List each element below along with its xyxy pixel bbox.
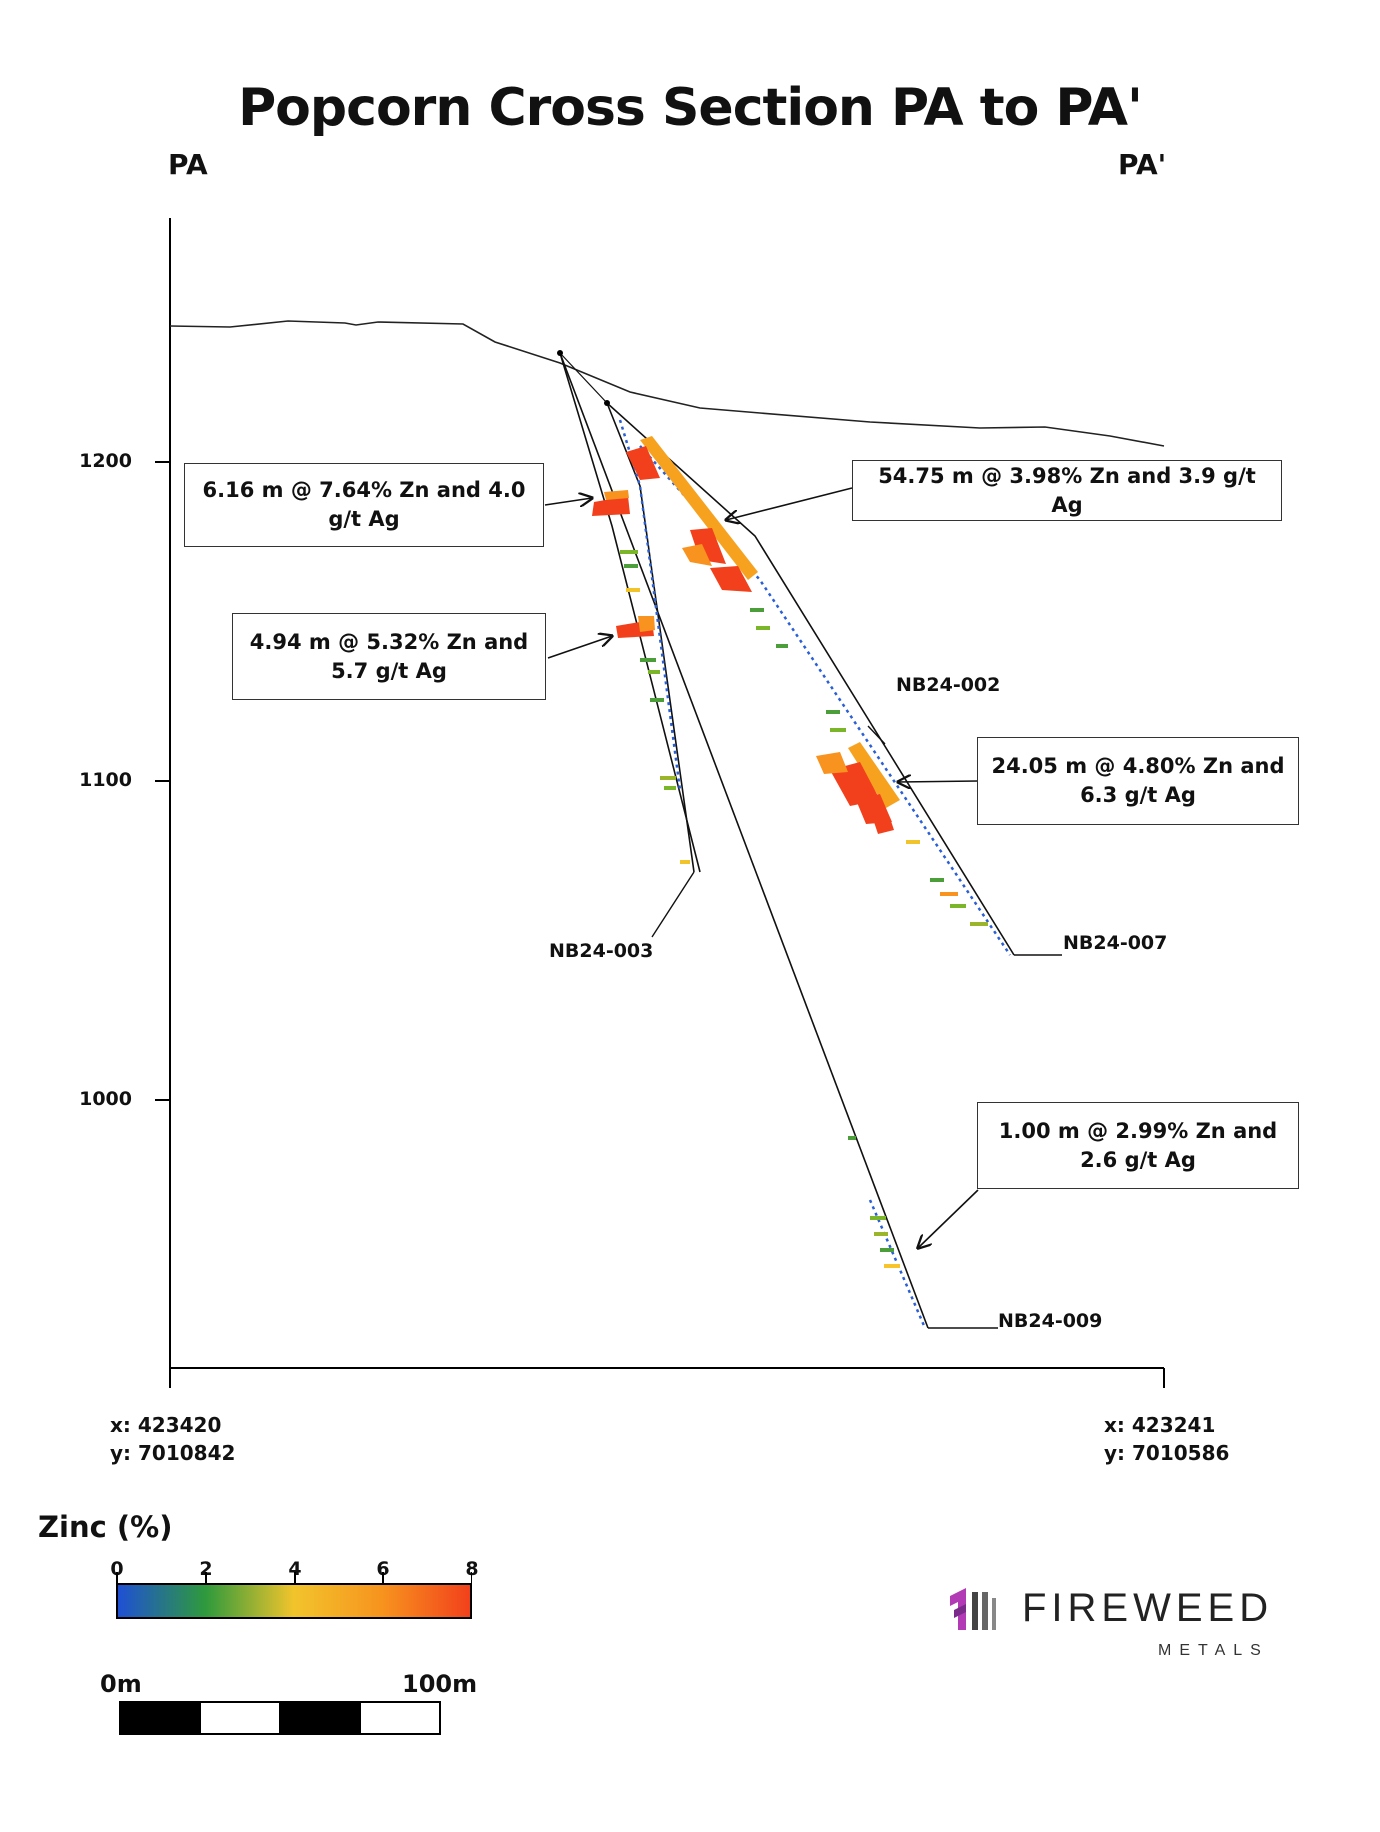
assay-trace-007 bbox=[639, 445, 1012, 956]
grade-band-upper-007-red-c bbox=[710, 566, 752, 592]
arrow-callout-3 bbox=[726, 487, 853, 520]
grade-band-upper-007 bbox=[640, 436, 758, 580]
topography-line bbox=[169, 320, 1165, 447]
grade-band-lower-007 bbox=[848, 742, 900, 808]
collar-nb24-002 bbox=[557, 350, 563, 356]
grade-band-lower-007-red-c bbox=[874, 818, 894, 834]
colorbar-tick-0: 0 bbox=[110, 1558, 124, 1580]
section-start-label: PA bbox=[168, 148, 208, 181]
scale-bar-end-label: 100m bbox=[402, 1670, 478, 1698]
grade-band-upper-007-orange-d bbox=[682, 544, 712, 566]
hole-trace-nb24-007-hw bbox=[559, 352, 701, 873]
assay-trace-009 bbox=[868, 1199, 927, 1329]
elevation-label-1100: 1100 bbox=[79, 769, 132, 791]
intercept-callout-3: 54.75 m @ 3.98% Zn and 3.9 g/t Ag bbox=[852, 460, 1282, 521]
colorbar-tick-4: 4 bbox=[288, 1558, 302, 1580]
hole-label-nb24-007: NB24-007 bbox=[1063, 932, 1168, 954]
grade-band-003-upper bbox=[592, 496, 630, 516]
grade-band-lower-007-red-b bbox=[856, 794, 892, 824]
legend-title: Zinc (%) bbox=[38, 1510, 173, 1544]
hole-label-nb24-002: NB24-002 bbox=[896, 674, 1001, 696]
intercept-callout-5: 1.00 m @ 2.99% Zn and 2.6 g/t Ag bbox=[977, 1102, 1299, 1189]
fireweed-logo-icon bbox=[950, 1588, 996, 1630]
brand-name: FIREWEED bbox=[1022, 1586, 1274, 1630]
zinc-colorbar bbox=[116, 1572, 472, 1619]
arrow-callout-2 bbox=[547, 636, 612, 659]
start-y: y: 7010842 bbox=[110, 1441, 236, 1465]
colorbar-tick-2: 2 bbox=[199, 1558, 213, 1580]
collar-nb24-003 bbox=[604, 400, 610, 406]
colorbar-tick-8: 8 bbox=[465, 1558, 479, 1580]
brand-subtitle: METALS bbox=[1158, 1642, 1269, 1659]
section-end-label: PA' bbox=[1118, 148, 1167, 181]
end-y: y: 7010586 bbox=[1104, 1441, 1230, 1465]
start-x: x: 423420 bbox=[110, 1413, 222, 1437]
arrow-callout-4 bbox=[898, 781, 979, 782]
grade-band-003-lower-orange bbox=[638, 616, 655, 632]
intercept-callout-1: 6.16 m @ 7.64% Zn and 4.0 g/t Ag bbox=[184, 463, 544, 547]
start-coordinates: x: 423420 y: 7010842 bbox=[110, 1411, 235, 1467]
grade-band-lower-007-orange-d bbox=[816, 752, 848, 774]
leader-nb24-002 bbox=[867, 725, 886, 745]
end-x: x: 423241 bbox=[1104, 1413, 1216, 1437]
grade-band-upper-007-red-a bbox=[626, 446, 660, 480]
hole-label-nb24-009: NB24-009 bbox=[998, 1310, 1103, 1332]
scale-bar-start-label: 0m bbox=[100, 1670, 142, 1698]
collar-link bbox=[559, 352, 608, 404]
figure-title: Popcorn Cross Section PA to PA' bbox=[238, 78, 1143, 138]
elevation-label-1200: 1200 bbox=[79, 450, 132, 472]
grade-band-lower-007-red-a bbox=[830, 762, 880, 806]
grade-band-003-upper-orange bbox=[604, 490, 629, 500]
low-grade-ticks bbox=[620, 550, 988, 1268]
intercept-callout-2: 4.94 m @ 5.32% Zn and 5.7 g/t Ag bbox=[232, 613, 546, 700]
arrow-callout-1 bbox=[544, 498, 592, 505]
colorbar-tick-6: 6 bbox=[376, 1558, 390, 1580]
arrow-callout-5 bbox=[918, 1189, 979, 1248]
leader-nb24-003 bbox=[651, 871, 695, 938]
elevation-label-1000: 1000 bbox=[79, 1088, 132, 1110]
hole-label-nb24-003: NB24-003 bbox=[549, 940, 654, 962]
scale-bar bbox=[119, 1701, 441, 1735]
intercept-callout-4: 24.05 m @ 4.80% Zn and 6.3 g/t Ag bbox=[977, 737, 1299, 825]
hole-trace-nb24-003 bbox=[606, 402, 695, 873]
hole-trace-nb24-002 bbox=[559, 352, 929, 1329]
assay-trace-003 bbox=[618, 419, 682, 791]
end-coordinates: x: 423241 y: 7010586 bbox=[1104, 1411, 1229, 1467]
